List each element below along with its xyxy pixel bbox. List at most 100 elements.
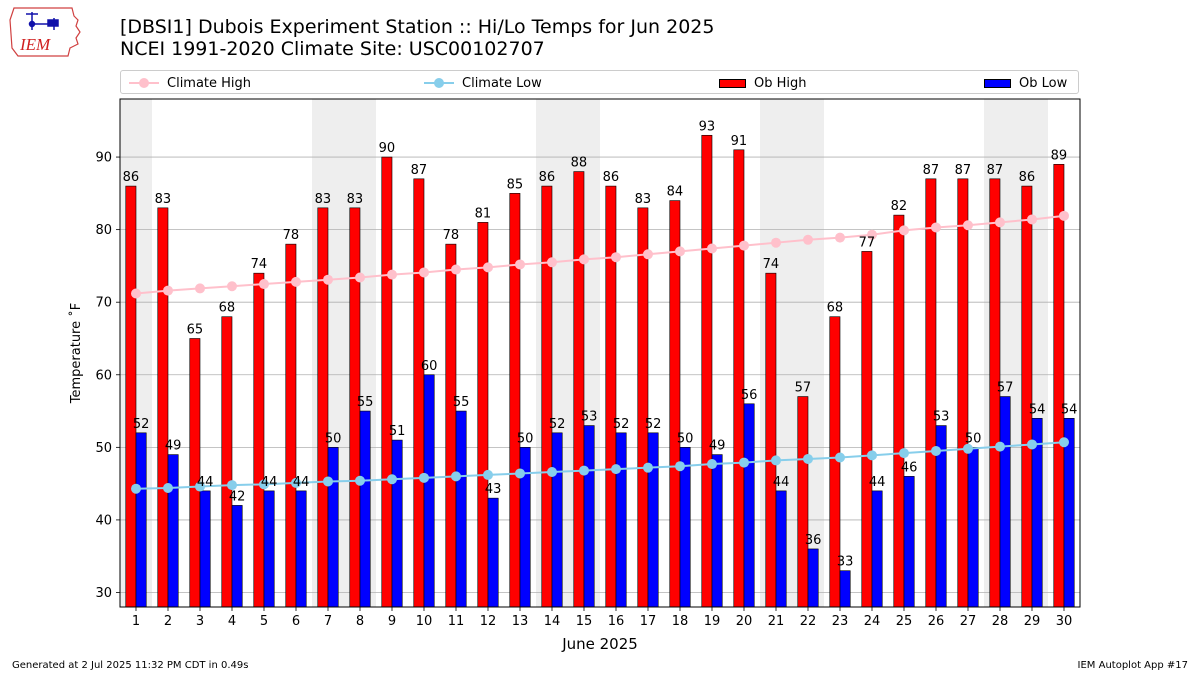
data-label-ob-low-24: 44 <box>869 475 886 490</box>
point-climate-high-30 <box>1059 210 1069 221</box>
data-label-ob-high-3: 65 <box>187 322 204 337</box>
data-label-ob-low-18: 50 <box>677 431 694 446</box>
bar-ob-low-5 <box>263 490 275 608</box>
point-climate-low-26 <box>931 445 941 456</box>
point-climate-high-11 <box>451 264 461 275</box>
bar-ob-low-8 <box>359 410 371 608</box>
point-climate-high-24 <box>867 229 877 240</box>
bar-ob-high-10 <box>413 178 425 608</box>
x-tick-label-3: 3 <box>196 614 204 629</box>
bar-ob-high-14 <box>541 185 553 608</box>
legend-label-climate-high: Climate High <box>167 75 252 91</box>
data-label-ob-high-26: 87 <box>923 163 940 178</box>
x-tick-label-25: 25 <box>896 614 913 629</box>
data-label-ob-low-11: 55 <box>453 395 470 410</box>
bar-ob-high-18 <box>669 200 681 608</box>
point-climate-high-27 <box>963 220 973 231</box>
point-climate-low-4 <box>227 480 237 491</box>
data-label-ob-low-16: 52 <box>613 417 630 432</box>
x-tick-label-21: 21 <box>768 614 785 629</box>
x-tick-label-19: 19 <box>704 614 721 629</box>
data-label-ob-low-7: 50 <box>325 431 342 446</box>
title-line-2: NCEI 1991-2020 Climate Site: USC00102707 <box>120 38 545 60</box>
y-tick-label-80: 80 <box>95 223 112 238</box>
data-label-ob-high-19: 93 <box>699 119 716 134</box>
bar-ob-low-3 <box>199 490 211 608</box>
data-label-ob-high-17: 83 <box>635 192 652 207</box>
data-label-ob-high-30: 89 <box>1051 148 1068 163</box>
bar-ob-high-26 <box>925 178 937 608</box>
legend-item-climate-high: Climate High <box>129 74 251 92</box>
bar-ob-high-22 <box>797 396 809 608</box>
data-label-ob-high-4: 68 <box>219 301 236 316</box>
data-label-ob-high-12: 81 <box>475 206 492 221</box>
data-label-ob-high-11: 78 <box>443 228 460 243</box>
x-tick-label-20: 20 <box>736 614 753 629</box>
x-tick-label-18: 18 <box>672 614 689 629</box>
point-climate-low-30 <box>1059 437 1069 448</box>
x-tick-label-8: 8 <box>356 614 364 629</box>
x-tick-label-17: 17 <box>640 614 657 629</box>
data-label-ob-low-4: 42 <box>229 489 246 504</box>
data-label-ob-high-27: 87 <box>955 163 972 178</box>
point-climate-high-14 <box>547 257 557 268</box>
point-climate-high-23 <box>835 232 845 243</box>
bar-ob-low-21 <box>775 490 787 608</box>
point-climate-low-25 <box>899 448 909 459</box>
point-climate-high-2 <box>163 285 173 296</box>
x-tick-label-15: 15 <box>576 614 593 629</box>
x-tick-label-24: 24 <box>864 614 881 629</box>
point-climate-low-17 <box>643 462 653 473</box>
point-climate-high-8 <box>355 272 365 283</box>
point-climate-low-10 <box>419 472 429 483</box>
point-climate-low-6 <box>291 477 301 488</box>
y-axis-label: Temperature ˚F <box>68 303 84 404</box>
x-tick-label-10: 10 <box>416 614 433 629</box>
point-climate-low-15 <box>579 465 589 476</box>
bar-ob-low-9 <box>391 439 403 608</box>
data-label-ob-high-1: 86 <box>123 170 140 185</box>
bar-ob-high-30 <box>1053 164 1065 608</box>
line-climate-high <box>135 214 1065 295</box>
x-tick-label-27: 27 <box>960 614 977 629</box>
plot-frame <box>119 98 1081 608</box>
point-climate-high-17 <box>643 249 653 260</box>
data-label-ob-low-29: 54 <box>1029 402 1046 417</box>
bar-ob-low-1 <box>135 432 147 608</box>
point-climate-low-3 <box>195 481 205 492</box>
bar-ob-high-21 <box>765 272 777 608</box>
bar-ob-low-20 <box>743 403 755 608</box>
bar-ob-high-20 <box>733 149 745 608</box>
x-tick-label-13: 13 <box>512 614 529 629</box>
bar-ob-low-4 <box>231 505 243 608</box>
point-climate-low-20 <box>739 457 749 468</box>
point-climate-high-9 <box>387 269 397 280</box>
bar-ob-high-5 <box>253 272 265 608</box>
bar-ob-high-12 <box>477 222 489 608</box>
ob-high-swatch <box>719 78 746 88</box>
y-tick-label-40: 40 <box>95 513 112 528</box>
legend-item-climate-low: Climate Low <box>424 74 542 92</box>
data-label-ob-high-7: 83 <box>315 192 332 207</box>
data-label-ob-low-8: 55 <box>357 395 374 410</box>
point-climate-high-29 <box>1027 214 1037 225</box>
bar-ob-low-23 <box>839 570 851 608</box>
point-climate-high-21 <box>771 237 781 248</box>
data-label-ob-low-30: 54 <box>1061 402 1078 417</box>
data-label-ob-low-27: 50 <box>965 431 982 446</box>
bar-ob-high-2 <box>157 207 169 608</box>
bar-ob-low-2 <box>167 454 179 608</box>
point-climate-high-28 <box>995 217 1005 228</box>
data-label-ob-high-23: 68 <box>827 301 844 316</box>
point-climate-low-16 <box>611 464 621 475</box>
x-tick-label-26: 26 <box>928 614 945 629</box>
bar-ob-low-6 <box>295 490 307 608</box>
bar-ob-low-22 <box>807 548 819 608</box>
bar-ob-high-7 <box>317 207 329 608</box>
footer-app: IEM Autoplot App #17 <box>1077 660 1188 671</box>
bar-ob-high-9 <box>381 156 393 608</box>
point-climate-high-4 <box>227 281 237 292</box>
legend-label-ob-low: Ob Low <box>1019 75 1068 91</box>
data-label-ob-low-15: 53 <box>581 410 598 425</box>
title-line-1: [DBSI1] Dubois Experiment Station :: Hi/… <box>120 16 715 38</box>
